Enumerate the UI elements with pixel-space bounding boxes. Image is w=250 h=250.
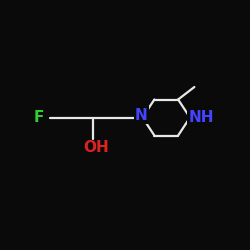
Text: N: N bbox=[135, 108, 147, 122]
Text: NH: NH bbox=[188, 110, 214, 125]
Text: F: F bbox=[34, 110, 44, 125]
Text: OH: OH bbox=[84, 140, 109, 155]
